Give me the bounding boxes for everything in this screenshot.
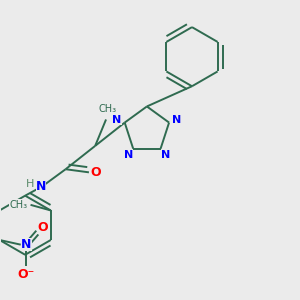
Text: O: O	[37, 221, 48, 234]
Text: N: N	[35, 180, 46, 193]
Text: N: N	[112, 115, 122, 125]
Text: H: H	[26, 179, 34, 189]
Text: N: N	[124, 150, 133, 160]
Text: N: N	[161, 150, 170, 160]
Text: O⁻: O⁻	[18, 268, 35, 281]
Text: CH₃: CH₃	[9, 200, 27, 210]
Text: N: N	[172, 115, 182, 125]
Text: CH₃: CH₃	[98, 104, 117, 114]
Text: O: O	[91, 166, 101, 179]
Text: N: N	[21, 238, 32, 251]
